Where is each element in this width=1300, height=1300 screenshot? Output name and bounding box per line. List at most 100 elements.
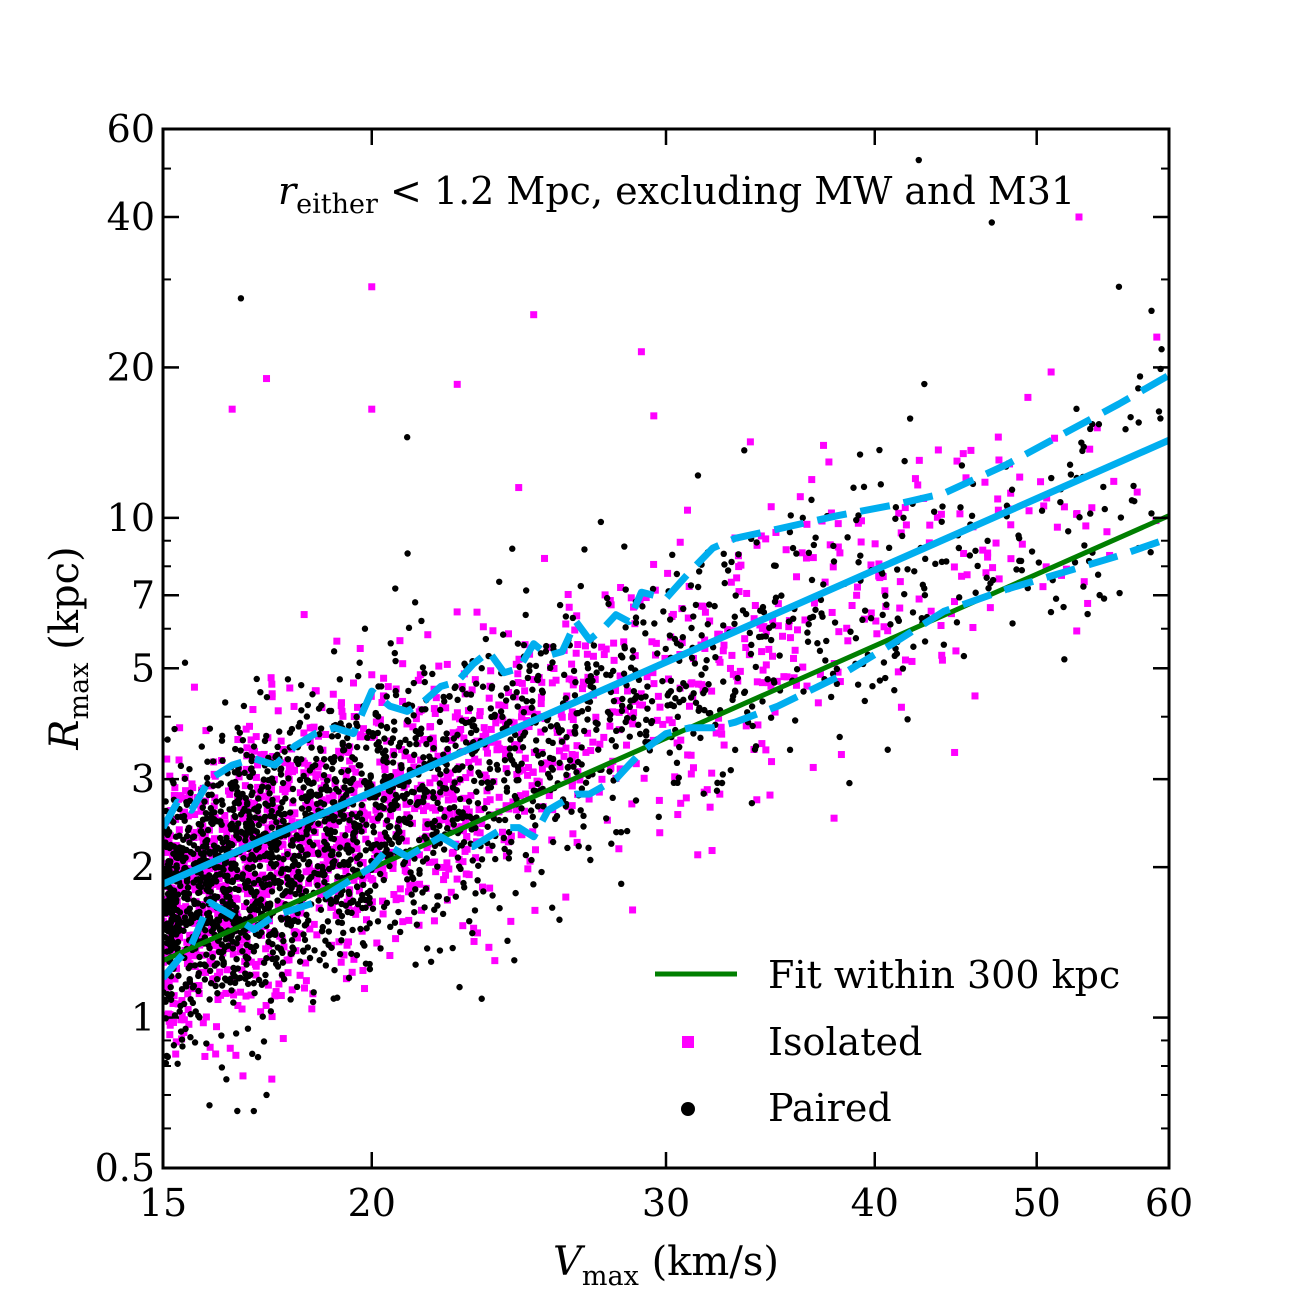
isolated-point (962, 474, 970, 482)
isolated-point (897, 529, 905, 537)
paired-point (405, 687, 412, 695)
paired-point (662, 645, 669, 653)
isolated-point (518, 679, 526, 687)
paired-point (292, 890, 299, 898)
paired-point (861, 697, 869, 705)
paired-point (380, 796, 387, 803)
paired-point (345, 742, 353, 750)
isolated-point (460, 794, 468, 802)
isolated-point (440, 780, 448, 788)
isolated-point (1093, 424, 1101, 432)
isolated-point (431, 858, 439, 866)
paired-point (241, 805, 248, 813)
isolated-point (272, 988, 280, 996)
paired-point (274, 743, 281, 751)
paired-point (603, 671, 610, 678)
paired-point (549, 659, 556, 666)
isolated-point (449, 789, 457, 797)
isolated-point (439, 703, 447, 711)
paired-point (943, 558, 950, 565)
paired-point (306, 954, 314, 962)
isolated-point (188, 780, 196, 788)
isolated-point (293, 877, 301, 885)
paired-point (224, 942, 232, 949)
isolated-point (915, 456, 923, 464)
paired-point (786, 746, 794, 754)
paired-point (518, 695, 526, 702)
paired-point (497, 692, 505, 699)
paired-point (617, 828, 625, 836)
paired-point (892, 504, 900, 511)
isolated-point (163, 755, 171, 763)
paired-point (411, 751, 418, 759)
paired-point (235, 886, 242, 894)
paired-point (411, 599, 419, 606)
paired-point (469, 857, 476, 864)
isolated-point (543, 759, 551, 767)
isolated-point (348, 968, 356, 976)
paired-point (676, 743, 683, 751)
isolated-point (438, 863, 446, 871)
isolated-point (278, 840, 286, 848)
isolated-point (521, 807, 529, 815)
paired-point (622, 718, 629, 726)
paired-point (190, 850, 197, 858)
paired-point (713, 787, 721, 794)
paired-point (206, 1102, 213, 1109)
paired-point (698, 632, 705, 639)
paired-point (339, 795, 347, 802)
paired-point (340, 929, 347, 937)
paired-point (387, 739, 395, 746)
isolated-point (372, 718, 380, 726)
paired-point (486, 765, 494, 773)
isolated-point (791, 646, 799, 654)
isolated-point (313, 931, 321, 939)
paired-point (325, 815, 332, 822)
isolated-point (202, 1013, 210, 1021)
isolated-point (201, 1052, 209, 1060)
isolated-point (1082, 522, 1090, 530)
paired-point (231, 979, 239, 987)
paired-point (515, 767, 522, 774)
isolated-point (1084, 599, 1092, 607)
paired-point (966, 552, 974, 559)
paired-point (530, 881, 537, 888)
isolated-point (287, 852, 295, 860)
isolated-point (417, 906, 425, 914)
isolated-point (491, 957, 499, 965)
paired-point (171, 725, 178, 733)
paired-point (560, 671, 568, 679)
paired-point (882, 674, 889, 682)
isolated-point (397, 895, 405, 903)
paired-point (676, 685, 683, 693)
isolated-point (485, 846, 493, 854)
isolated-point (236, 943, 244, 951)
paired-point (320, 950, 327, 958)
isolated-point (310, 920, 318, 928)
isolated-point (422, 802, 430, 810)
isolated-point (471, 676, 479, 684)
paired-point (356, 822, 363, 830)
paired-point (1135, 385, 1142, 392)
legend-paired-swatch (681, 1102, 695, 1116)
paired-point (546, 754, 554, 762)
isolated-point (381, 792, 389, 800)
paired-point (497, 708, 505, 715)
paired-point (203, 837, 211, 844)
isolated-point (242, 725, 250, 733)
paired-point (176, 1008, 183, 1015)
isolated-point (517, 831, 525, 839)
isolated-point (399, 918, 407, 926)
isolated-point (485, 694, 493, 702)
paired-point (164, 736, 171, 743)
isolated-point (652, 639, 660, 647)
paired-point (323, 777, 331, 784)
paired-point (396, 815, 403, 823)
isolated-point (549, 759, 557, 767)
paired-point (196, 953, 203, 961)
isolated-point (218, 825, 226, 833)
paired-point (484, 779, 491, 786)
paired-point (885, 544, 893, 552)
isolated-point (537, 728, 545, 736)
isolated-point (165, 978, 173, 986)
